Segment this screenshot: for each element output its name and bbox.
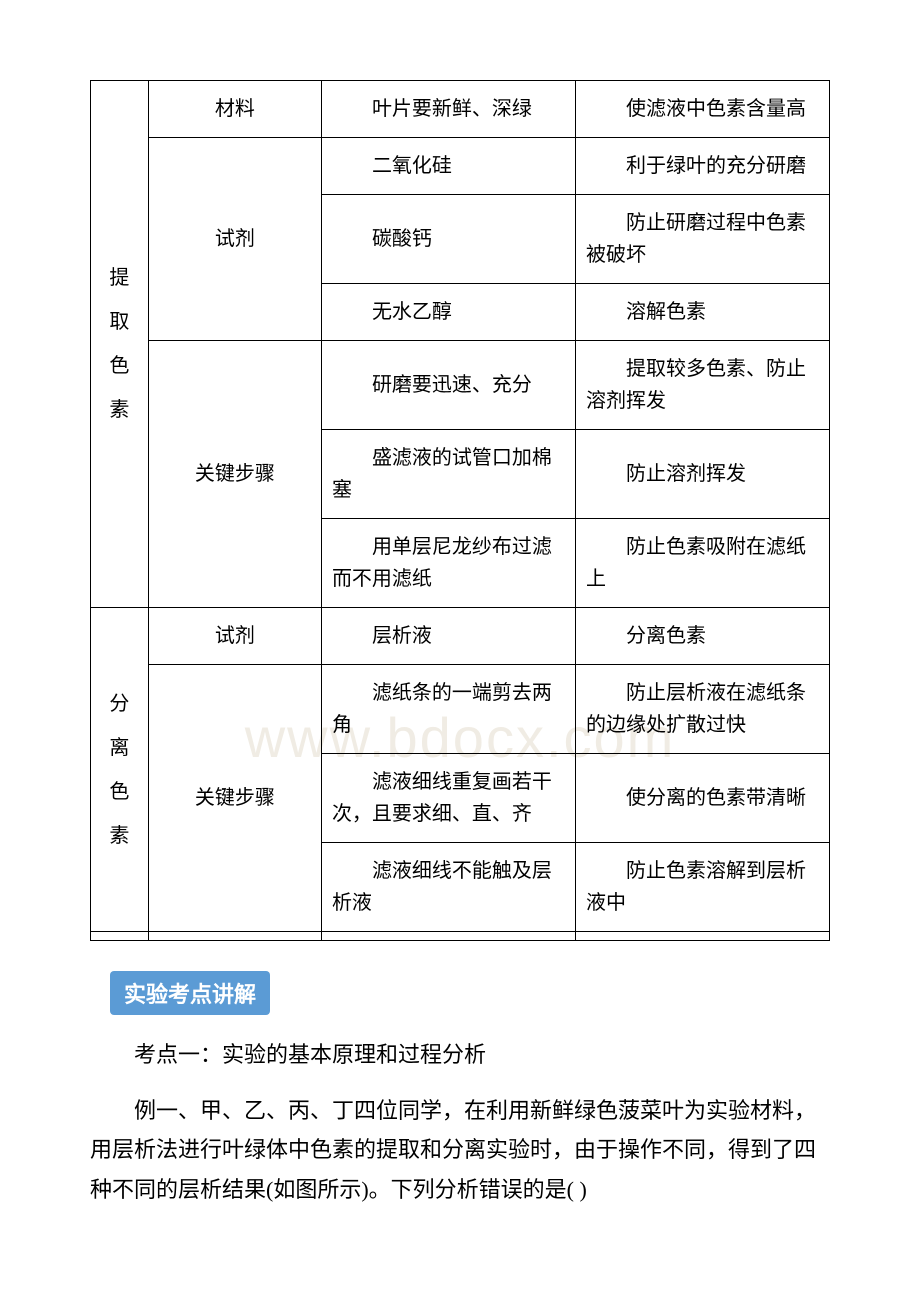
category-cell: 关键步骤	[148, 665, 321, 932]
char: 色	[109, 344, 129, 388]
purpose-cell: 分离色素	[575, 608, 829, 665]
purpose-cell: 防止层析液在滤纸条的边缘处扩散过快	[575, 665, 829, 754]
category-cell: 试剂	[148, 608, 321, 665]
group-label-extract: 提 取 色 素	[91, 81, 149, 608]
item-cell: 层析液	[321, 608, 575, 665]
char: 素	[109, 388, 129, 432]
purpose-cell: 防止研磨过程中色素被破坏	[575, 195, 829, 284]
table-row: 分 离 色 素 试剂 层析液 分离色素	[91, 608, 830, 665]
char: 色	[109, 770, 129, 814]
item-cell: 研磨要迅速、充分	[321, 341, 575, 430]
category-cell: 关键步骤	[148, 341, 321, 608]
topic-heading: 考点一：实验的基本原理和过程分析	[90, 1035, 830, 1075]
category-text: 关键步骤	[195, 463, 275, 485]
item-cell: 二氧化硅	[321, 138, 575, 195]
char: 分	[109, 682, 129, 726]
purpose-cell: 提取较多色素、防止溶剂挥发	[575, 341, 829, 430]
item-cell: 无水乙醇	[321, 284, 575, 341]
page-wrapper: { "table": { "border_color": "#000000", …	[90, 80, 830, 1209]
item-cell: 用单层尼龙纱布过滤而不用滤纸	[321, 519, 575, 608]
item-cell: 滤液细线重复画若干次，且要求细、直、齐	[321, 754, 575, 843]
char: 离	[109, 726, 129, 770]
category-text: 关键步骤	[195, 787, 275, 809]
table-row: 关键步骤 研磨要迅速、充分 提取较多色素、防止溶剂挥发	[91, 341, 830, 430]
char: 取	[109, 300, 129, 344]
table-row: 试剂 二氧化硅 利于绿叶的充分研磨	[91, 138, 830, 195]
example-paragraph: 例一、甲、乙、丙、丁四位同学，在利用新鲜绿色菠菜叶为实验材料，用层析法进行叶绿体…	[90, 1091, 830, 1210]
purpose-cell: 利于绿叶的充分研磨	[575, 138, 829, 195]
purpose-cell: 溶解色素	[575, 284, 829, 341]
empty-cell	[575, 932, 829, 941]
group-label-separate: 分 离 色 素	[91, 608, 149, 932]
category-cell: 试剂	[148, 138, 321, 341]
section-badge: 实验考点讲解	[110, 971, 270, 1015]
purpose-cell: 防止溶剂挥发	[575, 430, 829, 519]
empty-cell	[321, 932, 575, 941]
purpose-cell: 防止色素吸附在滤纸上	[575, 519, 829, 608]
empty-cell	[91, 932, 149, 941]
char: 提	[109, 256, 129, 300]
purpose-cell: 防止色素溶解到层析液中	[575, 843, 829, 932]
experiment-table: 提 取 色 素 材料 叶片要新鲜、深绿 使滤液中色素含量高 试剂 二氧化硅 利于…	[90, 80, 830, 941]
purpose-cell: 使滤液中色素含量高	[575, 81, 829, 138]
item-cell: 叶片要新鲜、深绿	[321, 81, 575, 138]
item-cell: 滤纸条的一端剪去两角	[321, 665, 575, 754]
purpose-cell: 使分离的色素带清晰	[575, 754, 829, 843]
item-cell: 滤液细线不能触及层析液	[321, 843, 575, 932]
empty-cell	[148, 932, 321, 941]
table-row: 提 取 色 素 材料 叶片要新鲜、深绿 使滤液中色素含量高	[91, 81, 830, 138]
empty-row	[91, 932, 830, 941]
item-cell: 盛滤液的试管口加棉塞	[321, 430, 575, 519]
table-row: 关键步骤 滤纸条的一端剪去两角 防止层析液在滤纸条的边缘处扩散过快	[91, 665, 830, 754]
category-cell: 材料	[148, 81, 321, 138]
char: 素	[109, 814, 129, 858]
item-cell: 碳酸钙	[321, 195, 575, 284]
